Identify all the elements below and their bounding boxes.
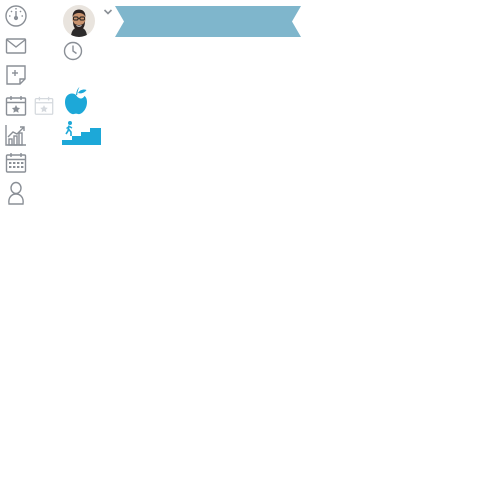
favorite-calendar-icon[interactable] — [4, 94, 28, 118]
growth-chart-icon[interactable] — [4, 123, 28, 147]
stairs-climb-icon[interactable] — [62, 120, 102, 145]
chevron-down-icon[interactable] — [103, 3, 113, 15]
apple-icon[interactable] — [62, 86, 90, 116]
ribbon-banner — [115, 6, 301, 37]
user-icon[interactable] — [4, 181, 28, 205]
favorite-calendar-faded-icon — [33, 95, 55, 117]
user-avatar[interactable] — [63, 5, 95, 37]
calendar-icon[interactable] — [4, 151, 28, 175]
dashboard-gauge-icon[interactable] — [4, 4, 28, 28]
clock-icon[interactable] — [63, 41, 83, 61]
mail-icon[interactable] — [4, 34, 28, 58]
new-note-icon[interactable] — [4, 63, 28, 87]
